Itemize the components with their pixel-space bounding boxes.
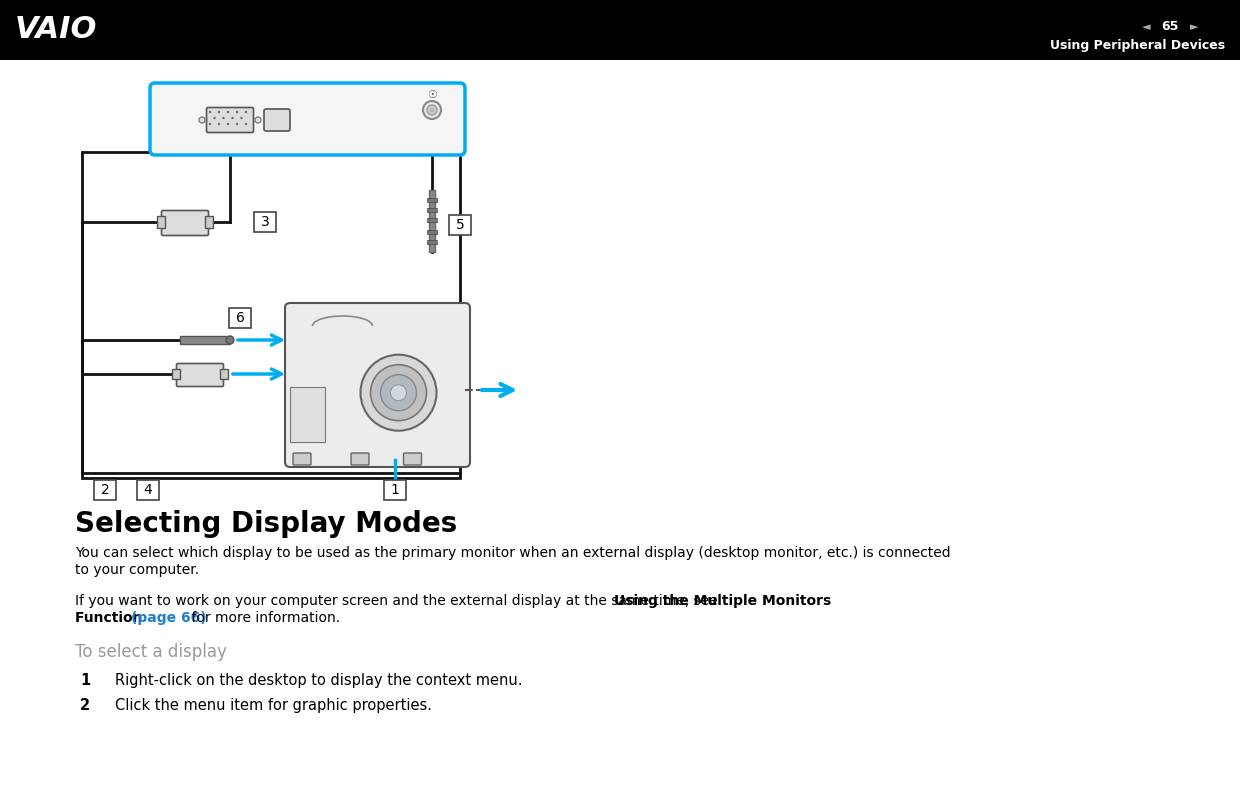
Bar [205, 216, 213, 228]
Text: Selecting Display Modes: Selecting Display Modes [74, 510, 458, 538]
Bar [427, 218, 436, 222]
Circle shape [208, 111, 211, 113]
Circle shape [218, 123, 221, 125]
Text: 3: 3 [260, 215, 269, 229]
FancyBboxPatch shape [285, 303, 470, 467]
Circle shape [255, 117, 260, 123]
Bar [180, 336, 229, 344]
Text: To select a display: To select a display [74, 643, 227, 661]
Bar [254, 212, 277, 232]
Circle shape [227, 111, 229, 113]
Text: Function: Function [74, 611, 148, 625]
Circle shape [241, 117, 243, 119]
Bar [427, 208, 436, 212]
Circle shape [227, 123, 229, 125]
FancyBboxPatch shape [403, 453, 422, 465]
FancyBboxPatch shape [176, 364, 223, 387]
Bar [449, 215, 471, 235]
Bar [384, 480, 405, 500]
Circle shape [222, 117, 224, 119]
Text: Click the menu item for graphic properties.: Click the menu item for graphic properti… [115, 698, 432, 713]
Bar [172, 369, 180, 379]
Text: If you want to work on your computer screen and the external display at the same: If you want to work on your computer scr… [74, 594, 722, 608]
Bar [136, 480, 159, 500]
Circle shape [361, 354, 436, 431]
FancyBboxPatch shape [150, 83, 465, 155]
Text: 2: 2 [100, 483, 109, 497]
Bar [0, 0, 1240, 60]
Text: to your computer.: to your computer. [74, 563, 200, 577]
Circle shape [198, 117, 205, 123]
Circle shape [430, 108, 434, 112]
Bar [427, 240, 436, 244]
Bar [429, 190, 435, 252]
Circle shape [381, 375, 417, 411]
FancyBboxPatch shape [207, 108, 253, 133]
Circle shape [218, 111, 221, 113]
Circle shape [244, 111, 247, 113]
Bar [219, 369, 228, 379]
Bar [229, 308, 250, 328]
Circle shape [226, 336, 234, 344]
FancyBboxPatch shape [293, 453, 311, 465]
Bar [427, 230, 436, 234]
Circle shape [236, 111, 238, 113]
Text: 65: 65 [1162, 21, 1179, 33]
Text: ►: ► [1190, 22, 1199, 32]
Text: ☉: ☉ [427, 90, 436, 100]
Circle shape [391, 384, 407, 401]
Circle shape [213, 117, 216, 119]
Circle shape [244, 123, 247, 125]
Text: (page 66): (page 66) [130, 611, 206, 625]
Text: 6: 6 [236, 311, 244, 325]
Text: 1: 1 [81, 673, 91, 688]
FancyBboxPatch shape [161, 210, 208, 236]
Text: for more information.: for more information. [186, 611, 340, 625]
FancyBboxPatch shape [351, 453, 370, 465]
Text: Using the Multiple Monitors: Using the Multiple Monitors [614, 594, 831, 608]
Circle shape [371, 365, 427, 421]
Circle shape [208, 123, 211, 125]
Text: Using Peripheral Devices: Using Peripheral Devices [1050, 39, 1225, 51]
Circle shape [427, 105, 436, 115]
Bar [290, 387, 325, 442]
Bar [82, 152, 460, 478]
Circle shape [232, 117, 233, 119]
Bar [427, 198, 436, 202]
Text: 2: 2 [81, 698, 91, 713]
FancyBboxPatch shape [264, 109, 290, 131]
Text: 4: 4 [144, 483, 153, 497]
Text: 1: 1 [391, 483, 399, 497]
Circle shape [236, 123, 238, 125]
Text: Right-click on the desktop to display the context menu.: Right-click on the desktop to display th… [115, 673, 522, 688]
Bar [157, 216, 165, 228]
Text: 5: 5 [455, 218, 464, 232]
Text: You can select which display to be used as the primary monitor when an external : You can select which display to be used … [74, 546, 951, 560]
Bar [94, 480, 117, 500]
Text: ◄: ◄ [1142, 22, 1149, 32]
Circle shape [423, 101, 441, 119]
Text: VAIO: VAIO [15, 16, 98, 44]
